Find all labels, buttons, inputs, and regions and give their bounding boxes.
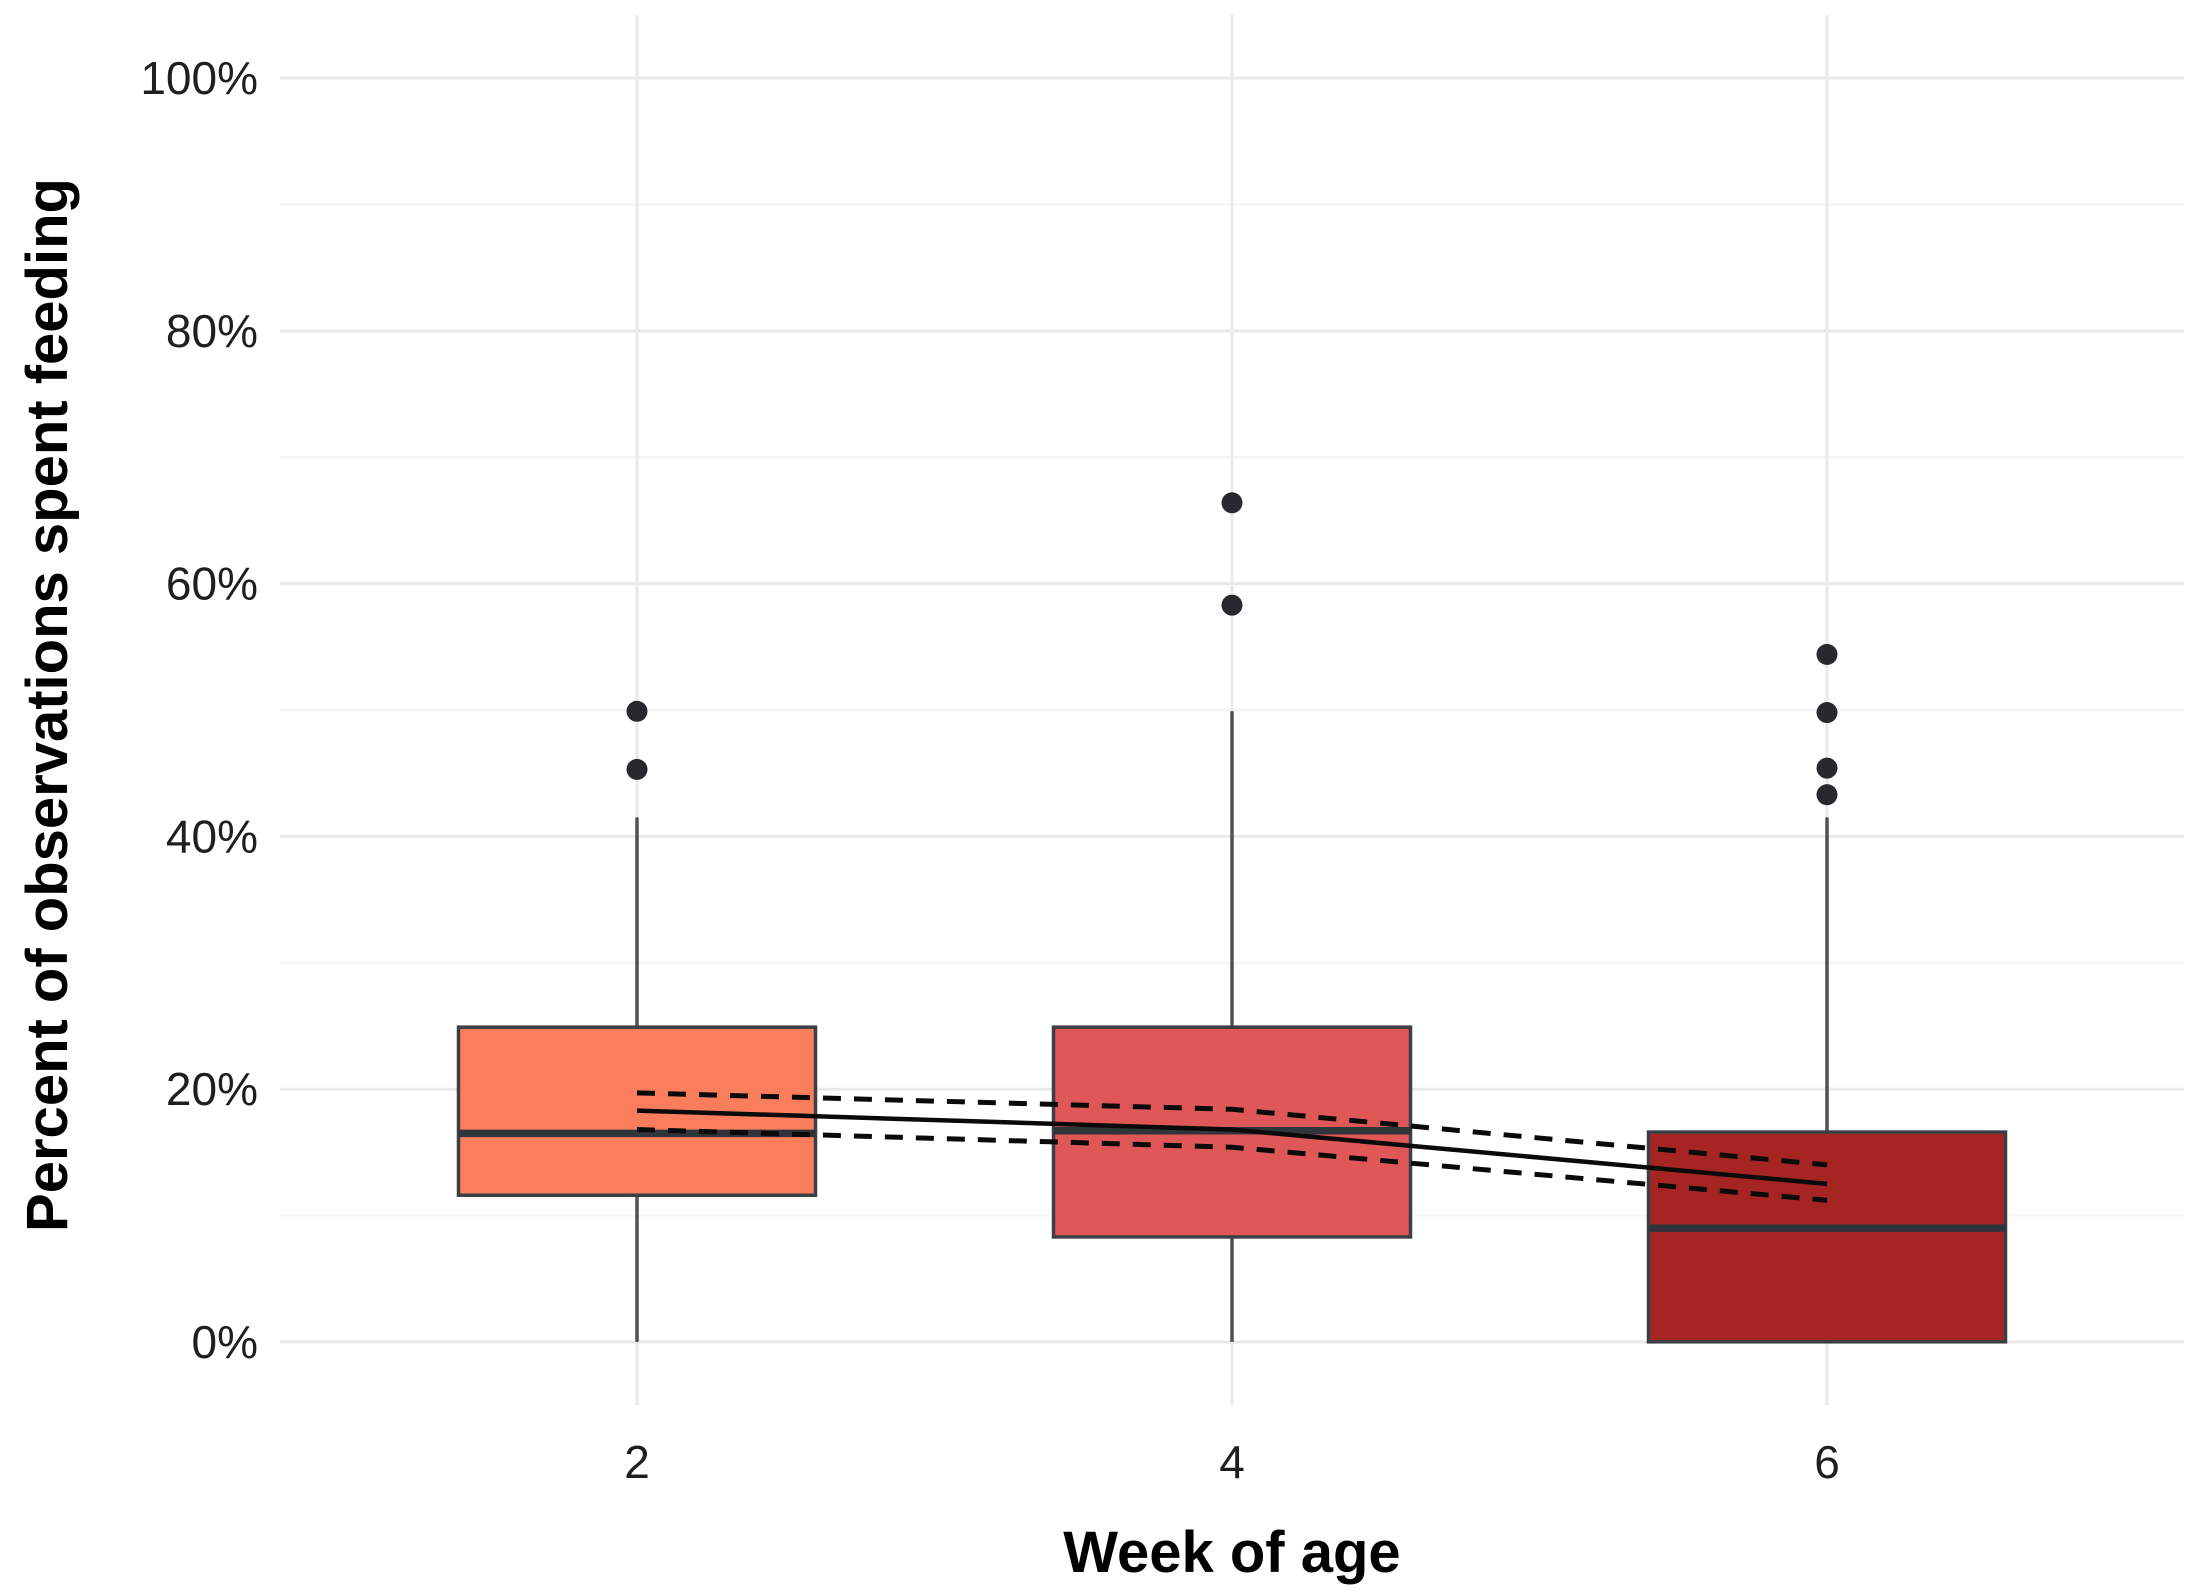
x-tick-label-6: 6 (1814, 1436, 1840, 1488)
outlier-week-6-1 (1816, 784, 1838, 806)
outlier-week-6-2 (1816, 757, 1838, 779)
y-tick-label-60%: 60% (166, 558, 258, 610)
box-week-6 (1646, 1130, 2008, 1344)
y-tick-label-80%: 80% (166, 305, 258, 357)
y-axis-title: Percent of observations spent feeding (15, 178, 80, 1232)
outlier-week-4-2 (1221, 492, 1243, 514)
y-tick-label-100%: 100% (140, 52, 258, 104)
outlier-week-6-4 (1816, 643, 1838, 665)
y-tick-label-20%: 20% (166, 1063, 258, 1115)
outlier-week-4-1 (1221, 594, 1243, 616)
ci-upper-line (636, 1090, 1828, 1168)
y-tick-label-40%: 40% (166, 810, 258, 862)
x-axis-title: Week of age (1063, 1520, 1401, 1585)
trend-line (636, 1108, 1828, 1187)
outlier-week-6-3 (1816, 702, 1838, 724)
x-tick-label-4: 4 (1219, 1436, 1245, 1488)
x-tick-label-2: 2 (624, 1436, 650, 1488)
outlier-week-2-2 (626, 700, 648, 722)
y-tick-label-0%: 0% (192, 1316, 258, 1368)
outlier-week-2-1 (626, 758, 648, 780)
ci-lower-line (636, 1127, 1828, 1203)
